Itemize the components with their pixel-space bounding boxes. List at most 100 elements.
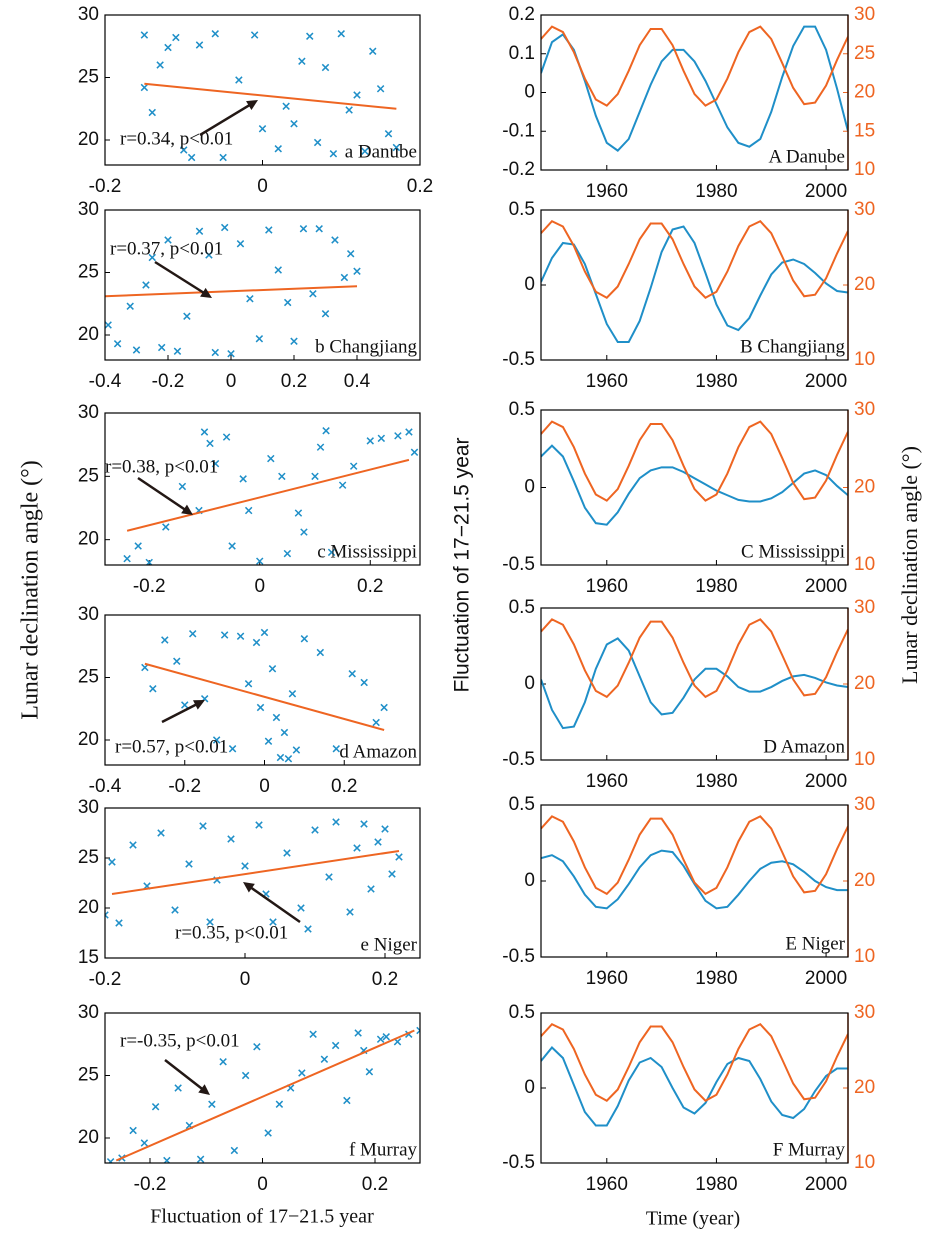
scatter-point (316, 443, 325, 451)
y-tick-label: -0.5 (502, 554, 535, 575)
panel: 1960 1980 2000 -0.5 0 0.5 10 20 30 D Amazon (502, 597, 875, 792)
axes-frame (540, 804, 849, 958)
scatter-point (282, 102, 290, 110)
scatter-point (340, 273, 349, 282)
scatter-point (346, 908, 354, 916)
scatter-point (211, 348, 219, 357)
panel-label: f Murray (349, 1139, 418, 1160)
x-tick-label: -0.2 (89, 969, 122, 990)
scatter-point (294, 509, 303, 517)
panel: -0.4 -0.2 0 0.2 0.4 20 25 30 r=0.37, p<0.01 b Cha… (78, 199, 421, 392)
scatter-point (181, 701, 189, 709)
y-tick-label: 20 (78, 529, 99, 550)
y-tick-label: 0.5 (509, 1002, 535, 1023)
scatter-point (157, 343, 166, 352)
y-tick-label: 0 (524, 870, 535, 891)
scatter-point (278, 472, 286, 481)
scatter-point (140, 1139, 149, 1147)
scatter-point (331, 236, 339, 244)
scatter-point (377, 434, 386, 443)
arrow-head (246, 100, 258, 111)
plot-area (105, 223, 361, 358)
x-tick-label: -0.2 (168, 776, 201, 797)
scatter-point (410, 448, 419, 456)
x-tick-label: 0.2 (281, 371, 307, 392)
scatter-point (315, 225, 323, 233)
arrow-shaft (164, 1059, 204, 1091)
series-line (541, 444, 848, 526)
y2-tick-label: 10 (854, 349, 875, 370)
y-tick-label: 0.1 (509, 43, 535, 64)
scatter-point (151, 1103, 160, 1111)
scatter-point (290, 120, 298, 128)
scatter-point (316, 648, 325, 657)
panel: 1960 1980 2000 -0.5 0 0.5 10 20 30 E Niger (502, 794, 875, 989)
scatter-point (108, 858, 116, 866)
scatter-point (376, 85, 385, 93)
scatter-point (255, 335, 264, 343)
scatter-point (297, 904, 305, 912)
scatter-point (309, 1030, 317, 1038)
axes-frame (540, 1012, 849, 1164)
scatter-point (171, 906, 179, 914)
panel: -0.4 -0.2 0 0.2 20 25 30 r=0.57, p<0.01 d Amazon (78, 604, 421, 797)
scatter-point (195, 41, 204, 49)
right-x-label: Time (year) (646, 1208, 740, 1230)
scatter-point (292, 746, 301, 754)
y-tick-label: 0.2 (509, 4, 535, 25)
panel-label: E Niger (785, 933, 845, 954)
panel: -0.2 0 0.2 20 25 30 r=-0.35, p<0.01 f Murray (78, 1002, 421, 1195)
scatter-point (306, 32, 314, 40)
y2-tick-label: 10 (854, 1152, 875, 1173)
scatter-point (255, 821, 263, 829)
x-tick-label: -0.2 (89, 176, 122, 197)
scatter-point (348, 670, 356, 678)
panel: 1960 1980 2000 -0.5 0 0.5 10 20 30 C Mississippi (502, 399, 875, 597)
scatter-point (239, 475, 247, 483)
scatter-point (365, 1068, 374, 1076)
x-tick-label: 2000 (805, 576, 847, 597)
x-tick-label: 1960 (586, 181, 628, 202)
scatter-point (256, 703, 265, 712)
scatter-point (321, 310, 330, 318)
arrow-head (200, 287, 212, 298)
y2-tick-label: 30 (854, 399, 875, 420)
scatter-point (300, 635, 309, 643)
scatter-point (185, 860, 193, 868)
scatter-point (230, 1146, 239, 1155)
arrow-head (181, 504, 193, 515)
y-tick-label: 0.5 (509, 597, 535, 618)
scatter-point (142, 281, 150, 289)
arrow-shaft (250, 886, 301, 924)
plot-area (141, 628, 388, 763)
scatter-point (205, 251, 213, 259)
scatter-point (367, 885, 375, 893)
x-tick-label: 1980 (695, 371, 737, 392)
scatter-point (140, 31, 149, 39)
y-tick-label: 30 (78, 1002, 99, 1023)
y-tick-label: 30 (78, 199, 99, 220)
annotation: r=0.34, p<0.01 (120, 128, 233, 149)
scatter-point (132, 346, 141, 354)
scatter-point (332, 818, 340, 826)
scatter-point (173, 657, 181, 665)
x-tick-label: 0 (254, 576, 265, 597)
series-line (541, 815, 848, 896)
scatter-point (376, 1035, 385, 1043)
annotation: r=0.38, p<0.01 (105, 456, 218, 477)
scatter-point (113, 340, 122, 348)
scatter-point (129, 1126, 137, 1135)
scatter-point (353, 267, 361, 275)
right-y-label: Fluctuation of 17−21.5 year (451, 437, 474, 692)
scatter-point (284, 755, 293, 763)
scatter-point (272, 713, 281, 722)
panel-label: B Changjiang (740, 336, 846, 357)
y2-tick-label: 20 (854, 673, 875, 694)
axes-frame (104, 209, 421, 361)
scatter-point (227, 835, 235, 843)
scatter-point (288, 690, 297, 698)
scatter-point (180, 146, 188, 154)
x-tick-label: 2000 (805, 181, 847, 202)
axes-frame (104, 412, 421, 566)
panel-label: A Danube (768, 146, 845, 167)
